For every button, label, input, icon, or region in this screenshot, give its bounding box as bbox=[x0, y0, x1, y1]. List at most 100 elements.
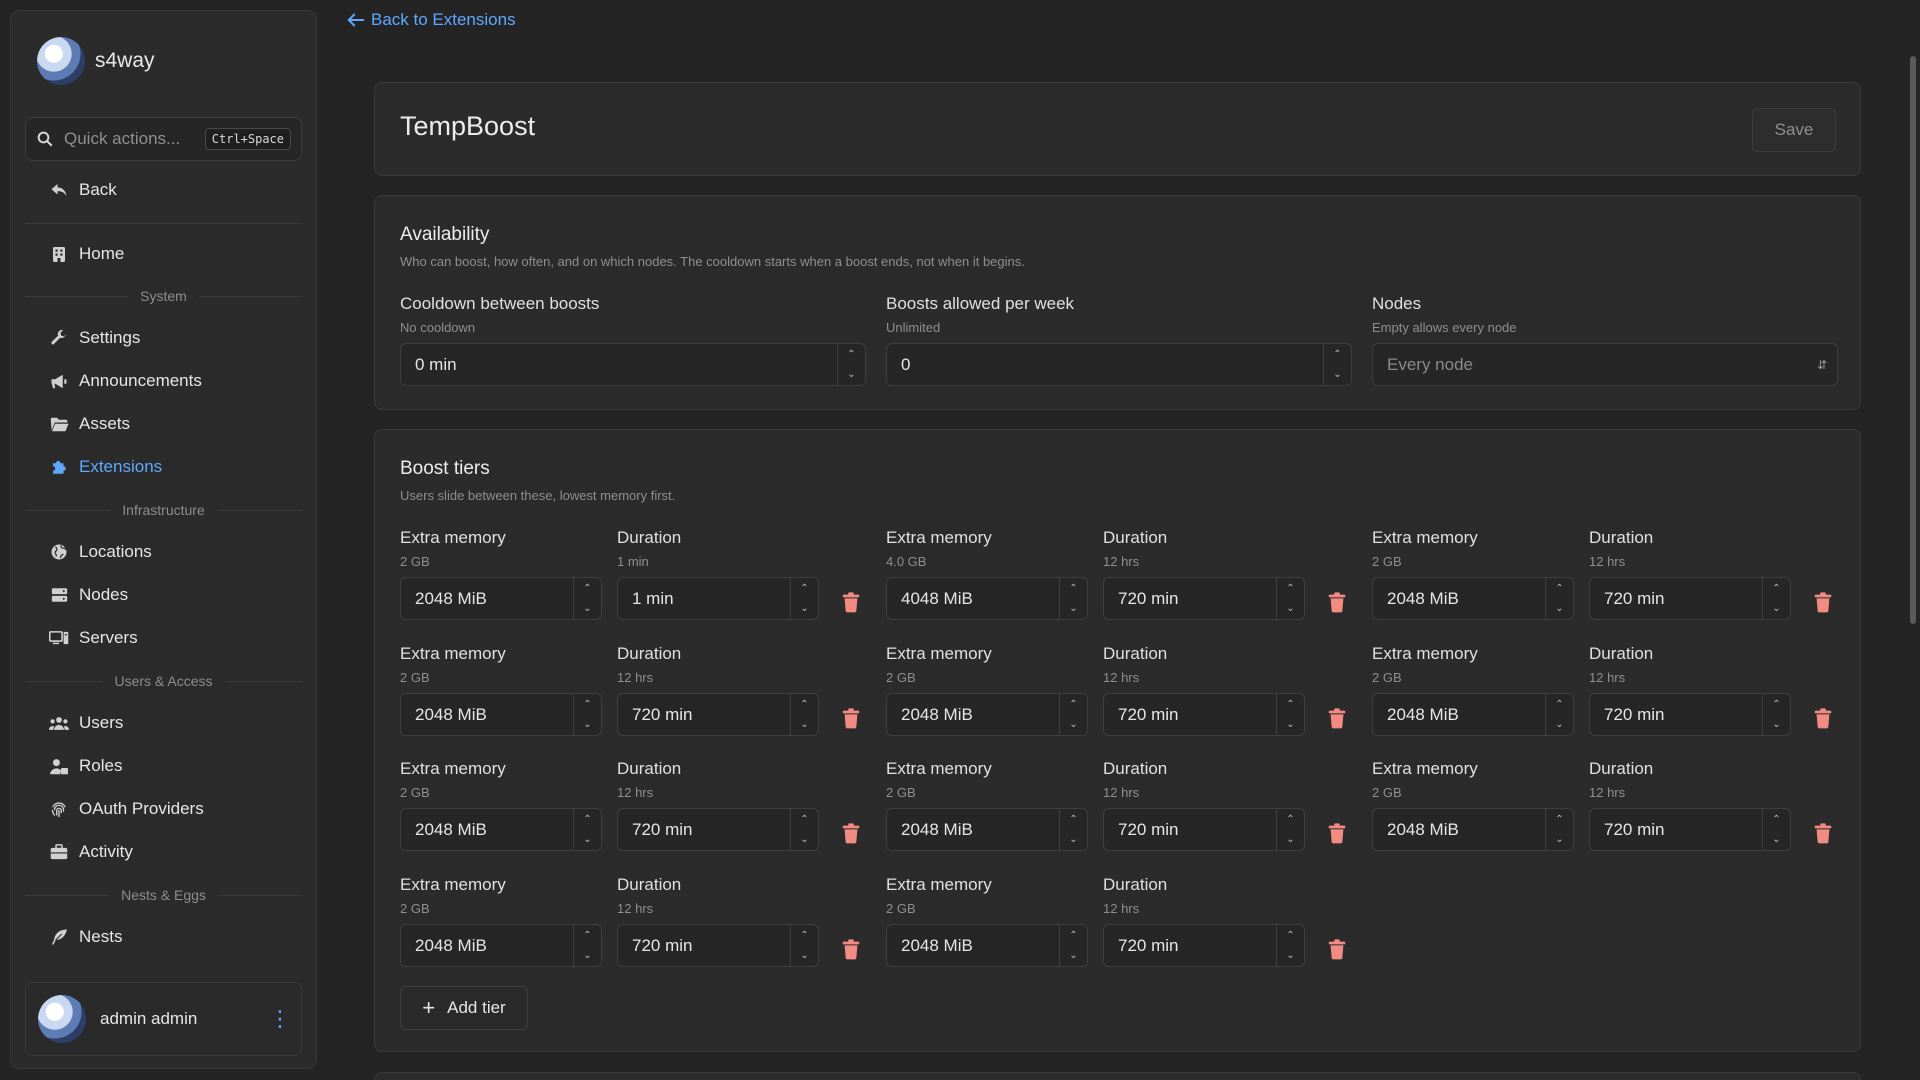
sidebar-item-settings[interactable]: Settings bbox=[49, 323, 140, 353]
chevron-up-icon[interactable]: ⌃ bbox=[1555, 698, 1564, 710]
chevron-down-icon[interactable]: ⌄ bbox=[583, 603, 592, 615]
tier-memory-input[interactable]: 2048 MiB ⌃ ⌄ bbox=[400, 924, 602, 967]
chevron-down-icon[interactable]: ⌄ bbox=[800, 950, 809, 962]
chevron-up-icon[interactable]: ⌃ bbox=[583, 698, 592, 710]
number-stepper[interactable]: ⌃ ⌄ bbox=[1762, 578, 1790, 619]
tier-duration-input[interactable]: 720 min ⌃ ⌄ bbox=[1589, 577, 1791, 620]
number-stepper[interactable]: ⌃ ⌄ bbox=[1276, 925, 1304, 966]
chevron-down-icon[interactable]: ⌄ bbox=[1069, 834, 1078, 846]
sidebar-item-servers[interactable]: Servers bbox=[49, 623, 138, 653]
trash-icon[interactable] bbox=[840, 938, 862, 960]
trash-icon[interactable] bbox=[1326, 822, 1348, 844]
chevron-up-icon[interactable]: ⌃ bbox=[583, 582, 592, 594]
tier-memory-input[interactable]: 2048 MiB ⌃ ⌄ bbox=[886, 808, 1088, 851]
sidebar-item-oauth[interactable]: OAuth Providers bbox=[49, 794, 204, 824]
number-stepper[interactable]: ⌃ ⌄ bbox=[1545, 809, 1573, 850]
sidebar-item-roles[interactable]: Roles bbox=[49, 751, 122, 781]
number-stepper[interactable]: ⌃ ⌄ bbox=[790, 578, 818, 619]
sidebar-item-assets[interactable]: Assets bbox=[49, 409, 130, 439]
tier-memory-input[interactable]: 2048 MiB ⌃ ⌄ bbox=[1372, 693, 1574, 736]
chevron-down-icon[interactable]: ⌄ bbox=[583, 950, 592, 962]
chevron-down-icon[interactable]: ⌄ bbox=[1286, 950, 1295, 962]
tier-duration-input[interactable]: 1 min ⌃ ⌄ bbox=[617, 577, 819, 620]
tier-duration-input[interactable]: 720 min ⌃ ⌄ bbox=[617, 808, 819, 851]
trash-icon[interactable] bbox=[840, 591, 862, 613]
number-stepper[interactable]: ⌃ ⌄ bbox=[1323, 344, 1351, 385]
sidebar-item-home[interactable]: Home bbox=[49, 239, 124, 269]
tier-memory-input[interactable]: 2048 MiB ⌃ ⌄ bbox=[1372, 808, 1574, 851]
tier-memory-input[interactable]: 4048 MiB ⌃ ⌄ bbox=[886, 577, 1088, 620]
chevron-up-icon[interactable]: ⌃ bbox=[1286, 813, 1295, 825]
save-button[interactable]: Save bbox=[1752, 108, 1836, 152]
sidebar-item-announcements[interactable]: Announcements bbox=[49, 366, 202, 396]
chevron-down-icon[interactable]: ⌄ bbox=[583, 834, 592, 846]
sidebar-item-back[interactable]: Back bbox=[49, 175, 117, 205]
trash-icon[interactable] bbox=[1812, 707, 1834, 729]
chevron-up-icon[interactable]: ⌃ bbox=[583, 813, 592, 825]
tier-duration-input[interactable]: 720 min ⌃ ⌄ bbox=[617, 693, 819, 736]
boosts-per-week-input[interactable]: 0 ⌃ ⌄ bbox=[886, 343, 1352, 386]
tier-duration-input[interactable]: 720 min ⌃ ⌄ bbox=[1103, 693, 1305, 736]
number-stepper[interactable]: ⌃ ⌄ bbox=[1059, 694, 1087, 735]
tier-memory-input[interactable]: 2048 MiB ⌃ ⌄ bbox=[886, 693, 1088, 736]
chevron-down-icon[interactable]: ⌄ bbox=[1286, 603, 1295, 615]
add-tier-button[interactable]: + Add tier bbox=[400, 986, 528, 1030]
chevron-up-icon[interactable]: ⌃ bbox=[1772, 698, 1781, 710]
number-stepper[interactable]: ⌃ ⌄ bbox=[1762, 809, 1790, 850]
number-stepper[interactable]: ⌃ ⌄ bbox=[1762, 694, 1790, 735]
number-stepper[interactable]: ⌃ ⌄ bbox=[1059, 809, 1087, 850]
chevron-up-icon[interactable]: ⌃ bbox=[800, 698, 809, 710]
chevron-up-icon[interactable]: ⌃ bbox=[847, 348, 856, 360]
sidebar-item-locations[interactable]: Locations bbox=[49, 537, 152, 567]
number-stepper[interactable]: ⌃ ⌄ bbox=[1545, 694, 1573, 735]
current-user-card[interactable]: admin admin ⋮ bbox=[25, 982, 302, 1056]
brand[interactable]: s4way bbox=[37, 37, 155, 85]
chevron-down-icon[interactable]: ⌄ bbox=[800, 834, 809, 846]
sidebar-item-activity[interactable]: Activity bbox=[49, 837, 133, 867]
number-stepper[interactable]: ⌃ ⌄ bbox=[1276, 809, 1304, 850]
chevron-up-icon[interactable]: ⌃ bbox=[1772, 813, 1781, 825]
chevron-up-icon[interactable]: ⌃ bbox=[1069, 582, 1078, 594]
chevron-down-icon[interactable]: ⌄ bbox=[1555, 834, 1564, 846]
chevron-up-icon[interactable]: ⌃ bbox=[1069, 929, 1078, 941]
number-stepper[interactable]: ⌃ ⌄ bbox=[1276, 578, 1304, 619]
number-stepper[interactable]: ⌃ ⌄ bbox=[573, 925, 601, 966]
chevron-down-icon[interactable]: ⌄ bbox=[1555, 603, 1564, 615]
tier-duration-input[interactable]: 720 min ⌃ ⌄ bbox=[1589, 808, 1791, 851]
chevron-down-icon[interactable]: ⌄ bbox=[1772, 834, 1781, 846]
number-stepper[interactable]: ⌃ ⌄ bbox=[1059, 925, 1087, 966]
chevron-down-icon[interactable]: ⌄ bbox=[1069, 719, 1078, 731]
chevron-down-icon[interactable]: ⌄ bbox=[1069, 603, 1078, 615]
trash-icon[interactable] bbox=[1812, 822, 1834, 844]
tier-memory-input[interactable]: 2048 MiB ⌃ ⌄ bbox=[400, 808, 602, 851]
chevron-down-icon[interactable]: ⌄ bbox=[1286, 834, 1295, 846]
chevron-down-icon[interactable]: ⌄ bbox=[800, 603, 809, 615]
chevron-down-icon[interactable]: ⌄ bbox=[1333, 369, 1342, 381]
tier-duration-input[interactable]: 720 min ⌃ ⌄ bbox=[1103, 924, 1305, 967]
trash-icon[interactable] bbox=[1326, 938, 1348, 960]
back-to-extensions-link[interactable]: Back to Extensions bbox=[347, 10, 516, 30]
chevron-up-icon[interactable]: ⌃ bbox=[800, 929, 809, 941]
chevron-down-icon[interactable]: ⌄ bbox=[1772, 719, 1781, 731]
tier-duration-input[interactable]: 720 min ⌃ ⌄ bbox=[1589, 693, 1791, 736]
tier-memory-input[interactable]: 2048 MiB ⌃ ⌄ bbox=[886, 924, 1088, 967]
cooldown-input[interactable]: 0 min ⌃ ⌄ bbox=[400, 343, 866, 386]
chevron-down-icon[interactable]: ⌄ bbox=[1069, 950, 1078, 962]
sidebar-item-users[interactable]: Users bbox=[49, 708, 123, 738]
chevron-up-icon[interactable]: ⌃ bbox=[1286, 582, 1295, 594]
chevron-down-icon[interactable]: ⌄ bbox=[1772, 603, 1781, 615]
chevron-up-icon[interactable]: ⌃ bbox=[1555, 813, 1564, 825]
chevron-up-icon[interactable]: ⌃ bbox=[1286, 929, 1295, 941]
chevron-up-icon[interactable]: ⌃ bbox=[1069, 813, 1078, 825]
chevron-up-icon[interactable]: ⌃ bbox=[1069, 698, 1078, 710]
chevron-down-icon[interactable]: ⌄ bbox=[800, 719, 809, 731]
tier-memory-input[interactable]: 2048 MiB ⌃ ⌄ bbox=[1372, 577, 1574, 620]
chevron-up-icon[interactable]: ⌃ bbox=[800, 813, 809, 825]
chevron-up-icon[interactable]: ⌃ bbox=[1286, 698, 1295, 710]
chevron-up-icon[interactable]: ⌃ bbox=[1555, 582, 1564, 594]
chevron-down-icon[interactable]: ⌄ bbox=[583, 719, 592, 731]
sidebar-item-extensions[interactable]: Extensions bbox=[49, 452, 162, 482]
more-vertical-icon[interactable]: ⋮ bbox=[269, 1006, 291, 1031]
chevron-down-icon[interactable]: ⌄ bbox=[1286, 719, 1295, 731]
chevron-down-icon[interactable]: ⌄ bbox=[847, 369, 856, 381]
